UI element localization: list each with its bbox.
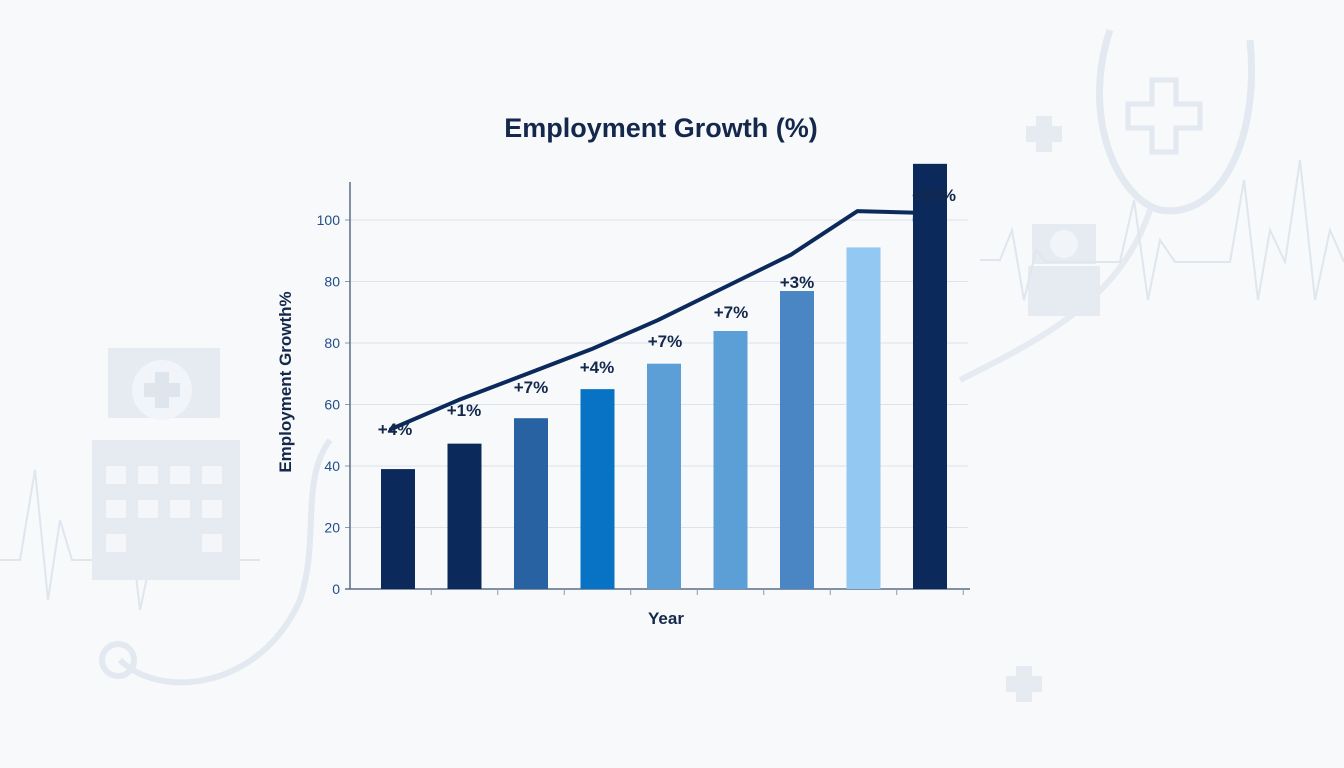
growth-label: +1% <box>447 401 482 420</box>
medical-cross-outline-icon <box>1125 77 1203 155</box>
stethoscope-right-icon <box>1096 28 1255 215</box>
growth-label: +7% <box>514 378 549 397</box>
trend-line <box>389 203 931 432</box>
heartbeat-line-right <box>980 159 1344 301</box>
y-axis-label: Employment Growth% <box>276 291 295 472</box>
bars <box>381 163 947 590</box>
growth-labels: +4% +1% +7% +4% +7% +7% +3% +10% <box>378 186 956 439</box>
hospital-building-icon <box>92 348 240 580</box>
trend-polyline <box>389 209 929 432</box>
bar <box>846 247 881 590</box>
bar <box>514 418 548 589</box>
bar <box>780 291 814 589</box>
growth-label: +10% <box>912 186 956 205</box>
hospital-small-icon <box>1028 224 1100 316</box>
bar <box>647 363 681 589</box>
y-tick-label: 80 <box>324 335 340 351</box>
growth-label: +4% <box>580 358 615 377</box>
y-tick-labels: 0 20 40 60 80 80 100 <box>317 212 341 597</box>
chart-title: Employment Growth (%) <box>504 113 818 143</box>
bar <box>580 389 615 589</box>
x-axis-label: Year <box>648 609 684 628</box>
y-tick-label: 60 <box>324 397 340 413</box>
bar <box>913 163 947 589</box>
stethoscope-icon <box>117 438 333 686</box>
medical-cross-icon <box>1006 116 1062 702</box>
bar <box>447 443 482 589</box>
y-tick-label: 100 <box>317 212 341 228</box>
growth-label: +7% <box>714 303 749 322</box>
y-tick-label: 40 <box>324 458 340 474</box>
growth-label: +3% <box>780 273 815 292</box>
y-tick-label: 0 <box>332 581 340 597</box>
y-tick-label: 20 <box>324 520 340 536</box>
bar <box>381 469 415 589</box>
y-tick-label: 80 <box>324 274 340 290</box>
bar <box>713 330 748 589</box>
trend-arrowhead <box>912 203 931 222</box>
growth-label: +4% <box>378 420 413 439</box>
growth-label: +7% <box>648 332 683 351</box>
